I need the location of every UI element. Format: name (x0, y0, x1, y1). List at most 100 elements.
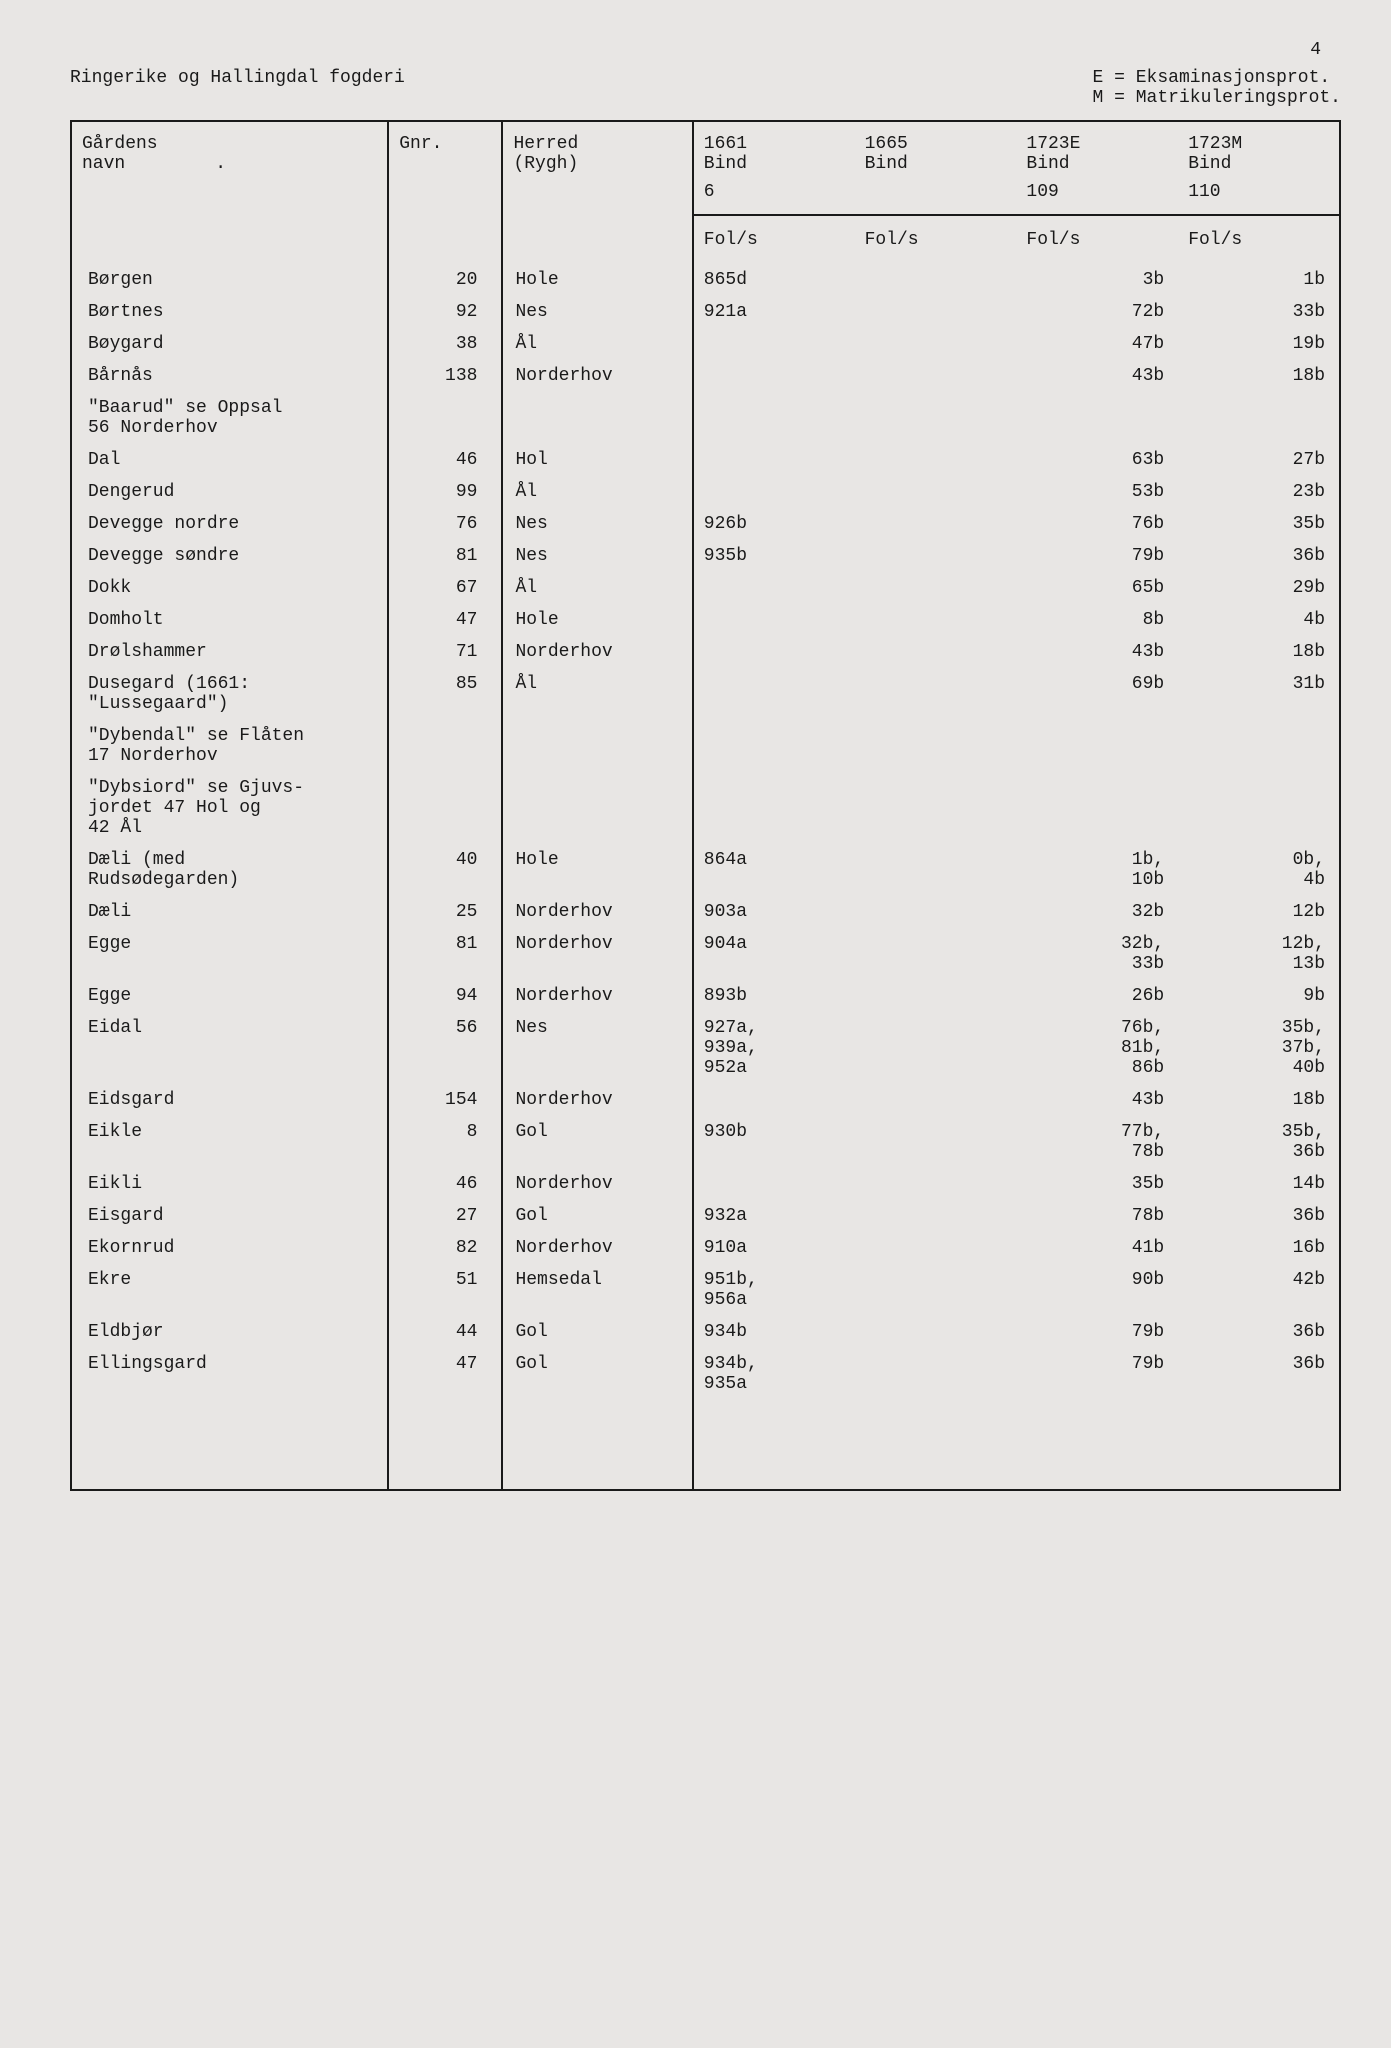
cell-1723e: 78b (1016, 1200, 1178, 1232)
cell-herred: Hole (502, 604, 692, 636)
fols-row: Fol/s Fol/s Fol/s Fol/s (71, 215, 1340, 264)
fols-4: Fol/s (1178, 215, 1340, 264)
cell-1665 (855, 896, 1017, 928)
table-row: Ekornrud82Norderhov910a41b16b (71, 1232, 1340, 1264)
cell-1723m: 18b (1178, 360, 1340, 392)
cell-1665 (855, 508, 1017, 540)
col-1665: 1665Bind (855, 121, 1017, 178)
cell-1665 (855, 636, 1017, 668)
cell-gnr: 20 (388, 264, 502, 296)
cell-navn: Børtnes (71, 296, 388, 328)
cell-gnr: 154 (388, 1084, 502, 1116)
table-row: Domholt47Hole8b4b (71, 604, 1340, 636)
cell-1723m: 9b (1178, 980, 1340, 1012)
empty-cell (502, 215, 692, 264)
cell-gnr: 67 (388, 572, 502, 604)
cell-1723m: 18b (1178, 1084, 1340, 1116)
cell-1661: 930b (693, 1116, 855, 1168)
col-1661: 1661Bind (693, 121, 855, 178)
cell-1665 (855, 604, 1017, 636)
cell-1723e (1016, 772, 1178, 844)
legend-line-1: E = Eksaminasjonsprot. (1093, 68, 1331, 88)
cell-gnr: 46 (388, 1168, 502, 1200)
cell-1665 (855, 720, 1017, 772)
cell-1665 (855, 1316, 1017, 1348)
table-row: Drølshammer71Norderhov43b18b (71, 636, 1340, 668)
col-1661-2: Bind (704, 154, 747, 174)
table-row: Eldbjør44Gol934b79b36b (71, 1316, 1340, 1348)
table-row: Dæli25Norderhov903a32b12b (71, 896, 1340, 928)
cell-1661 (693, 444, 855, 476)
cell-herred: Norderhov (502, 1084, 692, 1116)
cell-navn: Dengerud (71, 476, 388, 508)
cell-1665 (855, 476, 1017, 508)
table-row: Børtnes92Nes921a72b33b (71, 296, 1340, 328)
cell-1665 (855, 1232, 1017, 1264)
cell-1661 (693, 1168, 855, 1200)
table-row: Eidsgard154Norderhov43b18b (71, 1084, 1340, 1116)
cell-1665 (855, 296, 1017, 328)
cell-navn: Bårnås (71, 360, 388, 392)
cell-1723m: 35b (1178, 508, 1340, 540)
cell-navn: Eikli (71, 1168, 388, 1200)
cell-1665 (855, 844, 1017, 896)
fols-2: Fol/s (855, 215, 1017, 264)
cell-1661 (693, 720, 855, 772)
cell-gnr: 71 (388, 636, 502, 668)
table-row: Dengerud99Ål53b23b (71, 476, 1340, 508)
cell-herred: Nes (502, 540, 692, 572)
table-row: Ekre51Hemsedal951b, 956a90b42b (71, 1264, 1340, 1316)
cell-1723m: 4b (1178, 604, 1340, 636)
cell-herred: Nes (502, 1012, 692, 1084)
cell-gnr: 99 (388, 476, 502, 508)
col-1723e: 1723EBind (1016, 121, 1178, 178)
cell-1665 (855, 444, 1017, 476)
cell-1723e: 90b (1016, 1264, 1178, 1316)
cell-herred: Nes (502, 296, 692, 328)
col-navn-1: Gårdens (82, 134, 158, 154)
cell-gnr: 82 (388, 1232, 502, 1264)
cell-1723e (1016, 720, 1178, 772)
cell-1723m (1178, 772, 1340, 844)
table-row: Bøygard38Ål47b19b (71, 328, 1340, 360)
col-herred: Herred(Rygh) (502, 121, 692, 215)
cell-1723m: 18b (1178, 636, 1340, 668)
cell-1665 (855, 264, 1017, 296)
col-navn-2: navn (82, 154, 125, 174)
data-table: Gårdensnavn. Gnr. Herred(Rygh) 1661Bind … (70, 120, 1341, 1491)
cell-herred: Gol (502, 1200, 692, 1232)
cell-navn: Devegge søndre (71, 540, 388, 572)
cell-herred: Norderhov (502, 980, 692, 1012)
cell-navn: Eidal (71, 1012, 388, 1084)
cell-1661: 935b (693, 540, 855, 572)
cell-gnr: 47 (388, 1348, 502, 1400)
cell-1723e: 79b (1016, 1348, 1178, 1400)
cell-1723m: 36b (1178, 1316, 1340, 1348)
table-row: Bårnås138Norderhov43b18b (71, 360, 1340, 392)
cell-navn: Eidsgard (71, 1084, 388, 1116)
col-1723e-1: 1723E (1026, 134, 1080, 154)
cell-1723e: 69b (1016, 668, 1178, 720)
cell-1665 (855, 328, 1017, 360)
cell-1723m: 27b (1178, 444, 1340, 476)
table-row: Devegge søndre81Nes935b79b36b (71, 540, 1340, 572)
cell-navn: Ekornrud (71, 1232, 388, 1264)
cell-1723e: 53b (1016, 476, 1178, 508)
table-row: Egge81Norderhov904a32b, 33b12b, 13b (71, 928, 1340, 980)
cell-1723m: 35b, 37b, 40b (1178, 1012, 1340, 1084)
cell-gnr: 27 (388, 1200, 502, 1232)
cell-1723e: 77b, 78b (1016, 1116, 1178, 1168)
cell-1665 (855, 1168, 1017, 1200)
header: Ringerike og Hallingdal fogderi E = Eksa… (70, 68, 1341, 108)
cell-1661 (693, 360, 855, 392)
cell-gnr: 76 (388, 508, 502, 540)
cell-herred: Hole (502, 264, 692, 296)
cell-1661: 932a (693, 1200, 855, 1232)
cell-1665 (855, 1084, 1017, 1116)
cell-1665 (855, 360, 1017, 392)
cell-1661: 903a (693, 896, 855, 928)
cell-herred: Gol (502, 1348, 692, 1400)
cell-1661: 910a (693, 1232, 855, 1264)
cell-herred (502, 772, 692, 844)
cell-herred: Hemsedal (502, 1264, 692, 1316)
